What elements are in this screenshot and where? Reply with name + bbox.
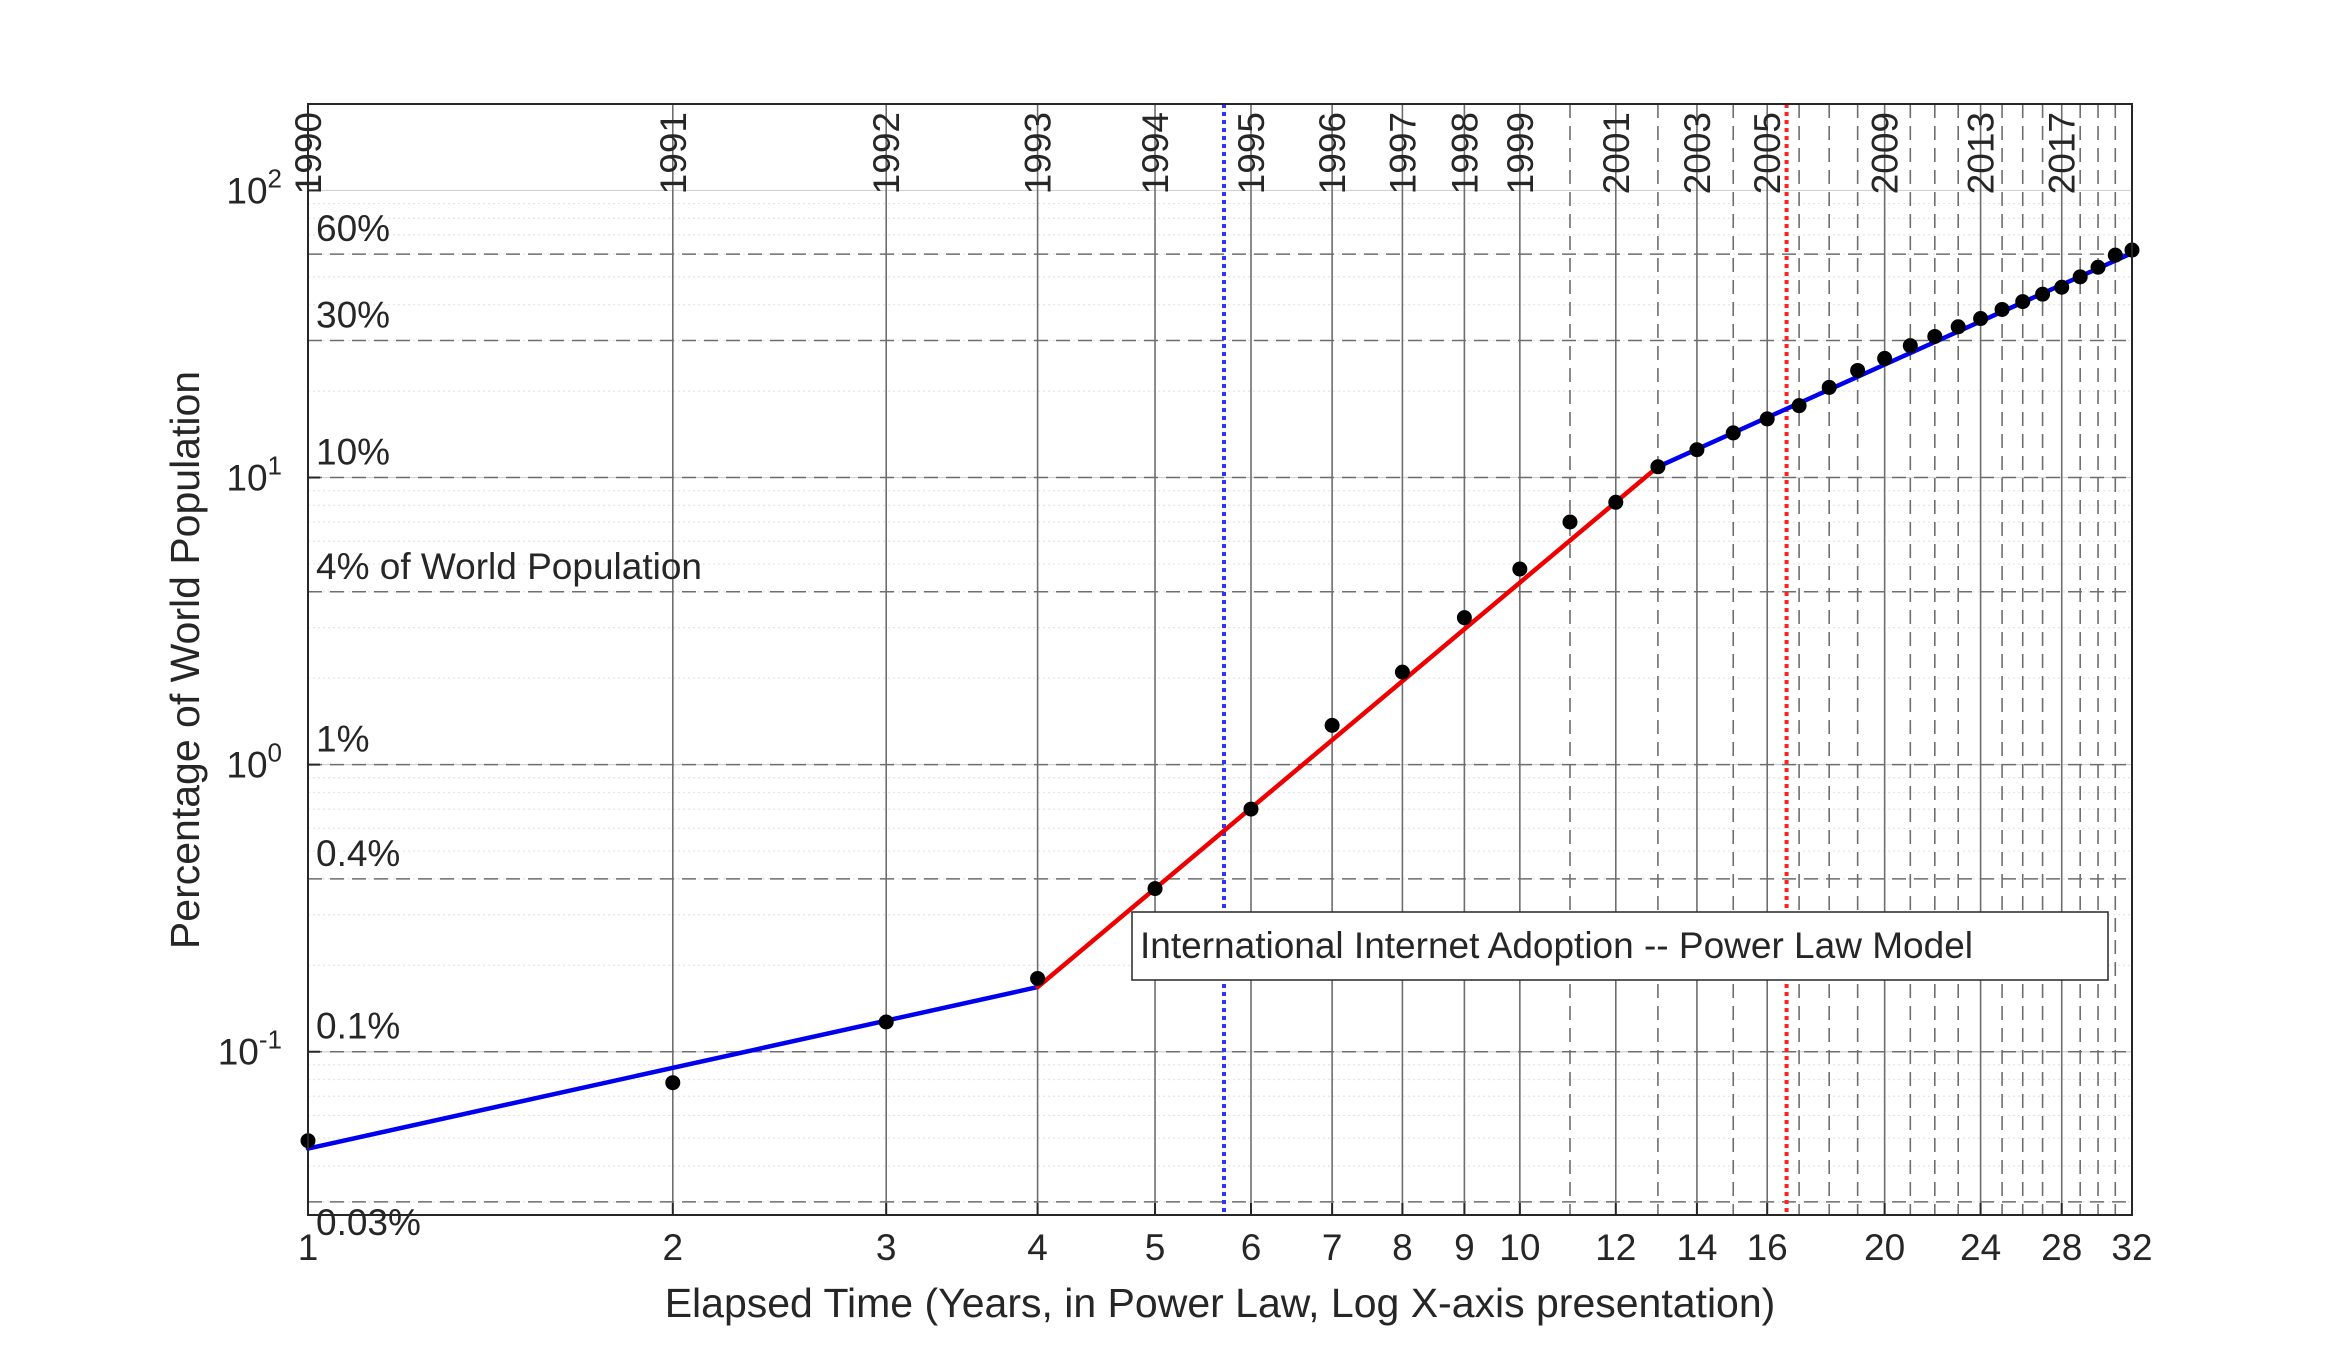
year-label: 2009 bbox=[1865, 112, 1906, 194]
marker-lines bbox=[1221, 104, 1789, 1215]
data-point bbox=[878, 1014, 894, 1030]
data-points bbox=[300, 242, 2140, 1149]
year-label: 1993 bbox=[1018, 112, 1059, 194]
plot-background bbox=[308, 104, 2132, 1215]
data-point bbox=[2015, 294, 2031, 310]
data-point bbox=[1394, 664, 1410, 680]
x-tick-label: 8 bbox=[1392, 1227, 1413, 1268]
data-point bbox=[1512, 561, 1528, 577]
percent-label: 0.1% bbox=[316, 1006, 400, 1047]
year-label: 2017 bbox=[2042, 112, 2083, 194]
data-point bbox=[1650, 459, 1666, 475]
percent-label: 1% bbox=[316, 719, 369, 760]
data-point bbox=[1030, 970, 1046, 986]
data-point bbox=[1456, 610, 1472, 626]
year-label: 2001 bbox=[1596, 112, 1637, 194]
data-point bbox=[1821, 379, 1837, 395]
percent-label: 60% bbox=[316, 208, 390, 249]
y-tick-label: 100 bbox=[226, 738, 282, 786]
data-point bbox=[1927, 328, 1943, 344]
year-label: 1995 bbox=[1231, 112, 1272, 194]
x-tick-label: 7 bbox=[1322, 1227, 1343, 1268]
percent-label: 0.03% bbox=[316, 1202, 421, 1243]
year-label: 1991 bbox=[653, 112, 694, 194]
data-point bbox=[1850, 362, 1866, 378]
data-point bbox=[1902, 338, 1918, 354]
data-point bbox=[2090, 259, 2106, 275]
data-point bbox=[2072, 269, 2088, 285]
annotation-frame bbox=[1131, 911, 2109, 981]
data-point bbox=[2107, 247, 2123, 263]
data-point bbox=[1725, 425, 1741, 441]
data-point bbox=[2054, 279, 2070, 295]
data-point bbox=[1950, 319, 1966, 335]
data-point bbox=[1243, 801, 1259, 817]
data-point bbox=[1147, 881, 1163, 897]
percent-label: 10% bbox=[316, 432, 390, 473]
x-tick-label: 14 bbox=[1676, 1227, 1717, 1268]
x-tick-label: 6 bbox=[1241, 1227, 1262, 1268]
year-label: 1994 bbox=[1135, 112, 1176, 194]
year-label: 2005 bbox=[1747, 112, 1788, 194]
y-tick-label: 10-1 bbox=[218, 1025, 282, 1073]
year-label: 2003 bbox=[1677, 112, 1718, 194]
x-axis-ticks: 1 2 3 4 5 6 7 8 9 10 12 14 16 20 24 28 32 bbox=[298, 1203, 2153, 1268]
y-tick-label: 102 bbox=[226, 163, 282, 211]
annotation-text: International Internet Adoption -- Power… bbox=[1140, 925, 1973, 966]
data-point bbox=[1562, 514, 1578, 530]
year-label: 1996 bbox=[1312, 112, 1353, 194]
year-labels: 1990 1991 1992 1993 1994 1995 1996 1997 1998 1999… bbox=[288, 112, 2083, 194]
percent-label: 30% bbox=[316, 295, 390, 336]
x-tick-label: 24 bbox=[1960, 1227, 2001, 1268]
data-point bbox=[2035, 286, 2051, 302]
x-tick-label: 3 bbox=[876, 1227, 897, 1268]
year-label: 1999 bbox=[1500, 112, 1541, 194]
year-label: 2013 bbox=[1961, 112, 2002, 194]
y-axis-ticks: 10-1 100 101 102 bbox=[218, 163, 320, 1073]
fit-line bbox=[1035, 464, 1661, 990]
x-tick-label: 9 bbox=[1454, 1227, 1475, 1268]
data-point bbox=[1791, 398, 1807, 414]
x-axis-title: Elapsed Time (Years, in Power Law, Log X… bbox=[665, 1280, 1776, 1326]
y-axis-title: Percentage of World Population bbox=[162, 371, 208, 949]
data-point bbox=[1608, 494, 1624, 510]
y-tick-label: 101 bbox=[226, 451, 282, 499]
data-point bbox=[665, 1075, 681, 1091]
x-tick-label: 5 bbox=[1145, 1227, 1166, 1268]
year-label: 1997 bbox=[1382, 112, 1423, 194]
x-tick-label: 2 bbox=[663, 1227, 684, 1268]
x-tick-label: 12 bbox=[1595, 1227, 1636, 1268]
x-tick-label: 28 bbox=[2041, 1227, 2082, 1268]
year-label: 1992 bbox=[866, 112, 907, 194]
x-tick-label: 1 bbox=[298, 1227, 319, 1268]
x-tick-label: 20 bbox=[1864, 1227, 1905, 1268]
x-tick-label: 4 bbox=[1027, 1227, 1048, 1268]
data-point bbox=[1324, 717, 1340, 733]
percent-reference-lines bbox=[308, 253, 2132, 1203]
data-point bbox=[1973, 311, 1989, 327]
x-tick-label: 32 bbox=[2111, 1227, 2152, 1268]
data-point bbox=[1759, 411, 1775, 427]
x-tick-label: 10 bbox=[1499, 1227, 1540, 1268]
year-label: 1998 bbox=[1444, 112, 1485, 194]
plot-frame bbox=[307, 103, 2133, 1216]
percent-label: 0.4% bbox=[316, 833, 400, 874]
fit-line bbox=[305, 984, 1040, 1151]
percent-label: 4% of World Population bbox=[316, 546, 702, 587]
data-point bbox=[1877, 350, 1893, 366]
percent-labels: 0.03% 0.1% 0.4% 1% 4% of World Population 10%… bbox=[316, 208, 702, 1243]
data-point bbox=[1689, 442, 1705, 458]
data-point bbox=[1994, 301, 2010, 317]
annotation-box: International Internet Adoption -- Power… bbox=[1131, 911, 2109, 981]
x-tick-label: 16 bbox=[1747, 1227, 1788, 1268]
